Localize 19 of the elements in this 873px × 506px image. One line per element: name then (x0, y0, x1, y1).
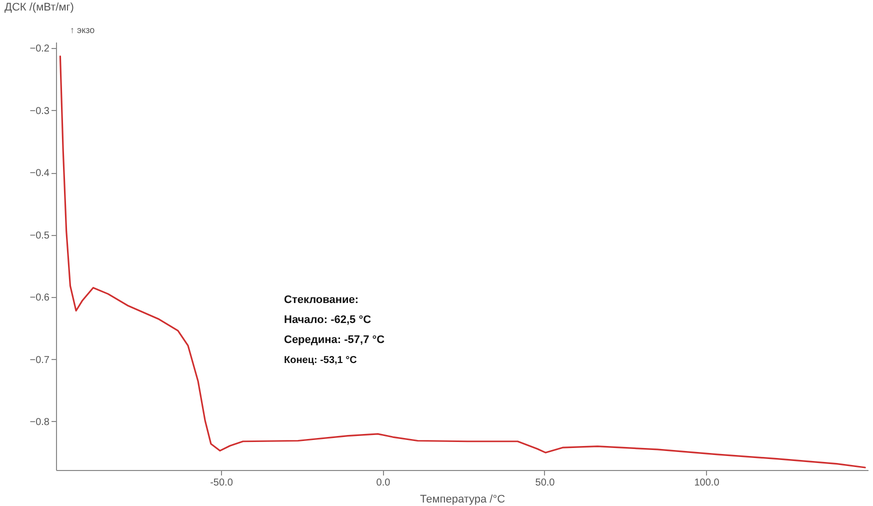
annotation: Конец: -53,1 °C (284, 355, 357, 366)
x-tick-label: 50.0 (535, 478, 556, 488)
y-axis-title: ДСК /(мВт/мг) (4, 2, 74, 14)
annotation: Начало: -62,5 °C (284, 314, 372, 326)
x-tick-label: -50.0 (210, 478, 234, 488)
y-tick-label: −0.3 (30, 106, 50, 117)
x-tick-label: 100.0 (694, 478, 720, 488)
x-axis-title: Температура /°C (420, 494, 506, 506)
x-tick-label: 0.0 (376, 478, 391, 488)
y-tick-label: −0.8 (30, 416, 50, 428)
y-tick-label: −0.7 (30, 354, 50, 366)
y-tick-label: −0.4 (30, 168, 50, 180)
y-tick-label: −0.6 (30, 292, 50, 304)
text: ↑ экзо (70, 25, 95, 35)
annotation: Стеклование: (284, 294, 359, 306)
y-tick-label: −0.2 (30, 44, 50, 55)
line-series (59, 56, 866, 468)
annotation: Середина: -57,7 °C (284, 334, 385, 346)
y-tick-label: −0.5 (30, 230, 50, 242)
